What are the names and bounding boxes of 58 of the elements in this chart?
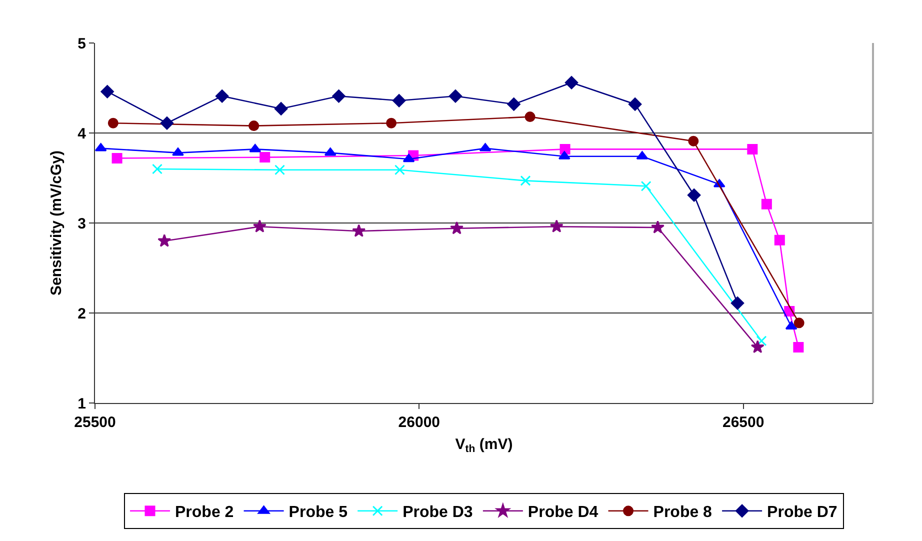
point [688, 136, 699, 146]
legend-label: Probe D4 [528, 504, 598, 522]
point [352, 224, 366, 237]
legend-label: Probe 5 [288, 504, 348, 522]
point [448, 90, 462, 103]
legend-label: Probe D3 [402, 504, 473, 522]
point [507, 98, 520, 111]
point [793, 342, 804, 352]
point [756, 336, 767, 346]
y-axis-title: Sensitivity (mV/cGy) [48, 150, 65, 296]
y-tick-label: 5 [78, 35, 86, 52]
x-axis-title: V$_{th}$ (mV) [455, 436, 513, 456]
point [450, 221, 464, 234]
point [392, 94, 406, 108]
point [248, 120, 260, 132]
point [172, 148, 184, 156]
point [640, 180, 652, 192]
point [158, 234, 172, 247]
point [524, 112, 536, 122]
point [687, 188, 701, 202]
point [747, 144, 758, 154]
point [750, 340, 764, 354]
point [730, 296, 744, 310]
y-tick-label: 3 [78, 215, 86, 232]
point [252, 220, 266, 232]
point [274, 102, 288, 116]
point [550, 220, 564, 232]
point [560, 144, 570, 154]
point [249, 144, 262, 152]
legend-label: Probe 2 [175, 504, 234, 522]
point [651, 220, 664, 234]
point [95, 143, 107, 152]
y-tick-label: 4 [78, 125, 87, 142]
point [112, 152, 122, 164]
y-tick-label: 2 [78, 305, 86, 322]
point [260, 152, 270, 163]
point [100, 85, 114, 98]
x-tick-label: 26500 [722, 414, 764, 431]
point [152, 164, 162, 174]
point [520, 175, 531, 186]
y-tick-label: 1 [78, 395, 86, 412]
x-tick-label: 25500 [74, 414, 116, 431]
point [332, 90, 346, 103]
point [564, 76, 578, 90]
point [761, 198, 772, 210]
legend-label: Probe 8 [653, 504, 712, 522]
legend-label: Probe D7 [767, 504, 838, 522]
point [386, 118, 397, 128]
point [215, 90, 229, 103]
point [160, 116, 174, 130]
point [274, 164, 286, 176]
point [394, 164, 405, 176]
point [774, 234, 785, 246]
point [628, 98, 642, 111]
x-tick-label: 26000 [398, 414, 440, 431]
point [794, 318, 804, 328]
point [108, 118, 118, 128]
point [402, 154, 415, 162]
